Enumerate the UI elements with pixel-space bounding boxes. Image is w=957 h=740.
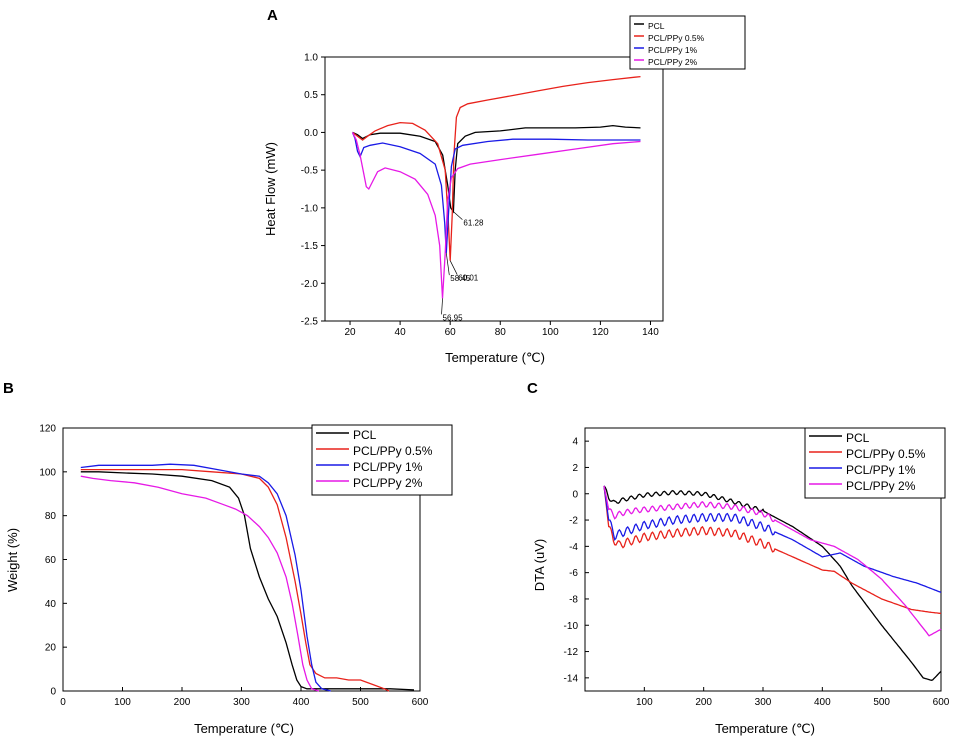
x-tick-label: 500	[352, 697, 369, 708]
x-tick-label: 100	[114, 697, 131, 708]
x-axis-label: Temperature (℃)	[715, 721, 815, 736]
series-line-pcl-ppy-0-5-	[352, 75, 641, 261]
legend-label: PCL/PPy 0.5%	[846, 447, 926, 461]
peak-annotation: 61.28	[463, 219, 484, 228]
series-line-pcl-ppy-0-5-	[80, 468, 390, 692]
legend-label: PCL	[648, 21, 665, 31]
y-tick-label: 0.0	[304, 128, 318, 139]
x-tick-label: 100	[636, 697, 653, 708]
annotation-leader	[445, 253, 450, 276]
series-line-pcl-ppy-2-	[603, 485, 942, 637]
legend-box	[804, 427, 946, 499]
x-tick-label: 600	[412, 697, 429, 708]
legend-label: PCL/PPy 2%	[648, 57, 698, 67]
peak-annotation: 56.95	[443, 313, 464, 322]
legend: PCL PCL/PPy 0.5% PCL/PPy 1% PCL/PPy 2%	[629, 15, 746, 70]
legend-box	[311, 424, 453, 496]
y-axis-label: Heat Flow (mW)	[263, 142, 278, 236]
y-tick-label: -12	[564, 647, 579, 658]
legend-label: PCL/PPy 2%	[353, 476, 423, 490]
legend: PCL PCL/PPy 0.5% PCL/PPy 1% PCL/PPy 2%	[804, 427, 946, 499]
y-tick-label: 120	[39, 424, 56, 435]
series-line-pcl-ppy-1-	[80, 463, 331, 692]
legend-label: PCL/PPy 1%	[353, 460, 423, 474]
legend-label: PCL/PPy 1%	[648, 45, 698, 55]
y-tick-label: 20	[45, 643, 57, 654]
panel-label: A	[267, 7, 278, 24]
x-tick-label: 20	[344, 327, 356, 338]
x-tick-label: 500	[873, 697, 890, 708]
legend-label: PCL	[353, 428, 377, 442]
series-line-pcl-ppy-1-	[351, 132, 641, 254]
legend-label: PCL/PPy 1%	[846, 463, 916, 477]
x-tick-label: 200	[695, 697, 712, 708]
y-tick-label: -6	[569, 568, 578, 579]
series-line-pcl	[352, 124, 641, 214]
x-tick-label: 400	[814, 697, 831, 708]
series-line-pcl	[603, 485, 942, 681]
x-tick-label: 300	[233, 697, 250, 708]
y-tick-label: 0	[50, 687, 56, 698]
peak-annotation: 58.45	[450, 274, 471, 283]
x-tick-label: 600	[933, 697, 950, 708]
legend-label: PCL/PPy 2%	[846, 479, 916, 493]
x-tick-label: 300	[755, 697, 772, 708]
x-tick-label: 200	[174, 697, 191, 708]
y-tick-label: 4	[572, 437, 578, 448]
series-line-pcl-ppy-2-	[351, 132, 641, 299]
y-tick-label: -2.5	[301, 317, 319, 328]
y-tick-label: 0	[572, 489, 578, 500]
plot-frame	[324, 56, 664, 322]
x-tick-label: 400	[293, 697, 310, 708]
x-tick-label: 120	[592, 327, 609, 338]
y-tick-label: 60	[45, 555, 57, 566]
legend: PCL PCL/PPy 0.5% PCL/PPy 1% PCL/PPy 2%	[311, 424, 453, 496]
series-line-pcl	[80, 471, 415, 691]
y-tick-label: 2	[572, 463, 578, 474]
y-tick-label: -10	[564, 621, 579, 632]
panel-label: C	[527, 380, 538, 397]
y-tick-label: -14	[564, 673, 579, 684]
x-tick-label: 80	[495, 327, 507, 338]
x-tick-label: 40	[395, 327, 407, 338]
peak-annotation: 60.01	[458, 274, 479, 283]
x-tick-label: 60	[445, 327, 457, 338]
legend-box	[629, 15, 746, 70]
annotation-leader	[449, 260, 458, 275]
y-tick-label: -2	[569, 516, 578, 527]
chart-panel-c: C 100 200 300 400 500 600 -14 -12 -10 -8 -6 -4 -2 0 2 4 T…	[527, 380, 950, 736]
x-axis-label: Temperature (℃)	[194, 721, 294, 736]
x-tick-label: 100	[542, 327, 559, 338]
y-tick-label: -4	[569, 542, 578, 553]
series-line-pcl-ppy-0-5-	[603, 485, 942, 615]
panel-label: B	[3, 380, 14, 397]
chart-panel-b: B 0 100 200 300 400 500 600 0 20 40 60 80 100 120 Tempe…	[3, 380, 453, 736]
y-tick-label: -1.5	[301, 241, 319, 252]
y-tick-label: 100	[39, 467, 56, 478]
legend-label: PCL/PPy 0.5%	[353, 444, 433, 458]
y-tick-label: -1.0	[301, 203, 319, 214]
y-tick-label: -0.5	[301, 166, 319, 177]
y-tick-label: -2.0	[301, 279, 319, 290]
x-tick-label: 140	[642, 327, 659, 338]
series-line-pcl-ppy-2-	[80, 475, 320, 692]
y-tick-label: 0.5	[304, 90, 318, 101]
x-tick-label: 0	[60, 697, 66, 708]
legend-label: PCL	[846, 431, 870, 445]
y-axis-label: Weight (%)	[5, 528, 20, 592]
series-line-pcl-ppy-1-	[603, 485, 942, 593]
chart-panel-a: A 20 40 60 80 100 120 140 -2.5 -2.0 -1.5 -1.0 -0.5 0.…	[263, 7, 746, 365]
x-axis-label: Temperature (℃)	[445, 350, 545, 365]
y-axis-label: DTA (uV)	[532, 539, 547, 592]
y-tick-label: 1.0	[304, 53, 318, 64]
annotation-leader	[453, 211, 463, 220]
y-tick-label: -8	[569, 594, 578, 605]
legend-label: PCL/PPy 0.5%	[648, 33, 705, 43]
y-tick-label: 80	[45, 511, 57, 522]
y-tick-label: 40	[45, 599, 57, 610]
annotation-leader	[441, 298, 443, 315]
